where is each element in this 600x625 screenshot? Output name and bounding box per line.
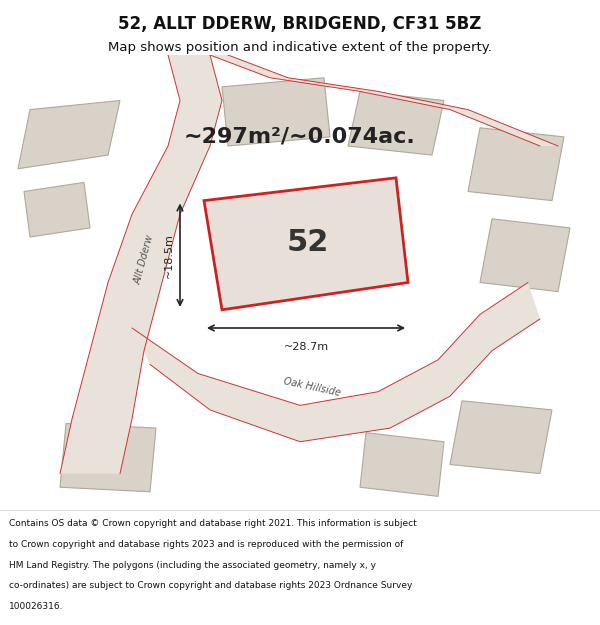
- Text: Map shows position and indicative extent of the property.: Map shows position and indicative extent…: [108, 41, 492, 54]
- Text: 52: 52: [286, 228, 329, 258]
- Text: Contains OS data © Crown copyright and database right 2021. This information is : Contains OS data © Crown copyright and d…: [9, 519, 417, 528]
- Polygon shape: [360, 432, 444, 496]
- Polygon shape: [60, 55, 222, 474]
- Text: to Crown copyright and database rights 2023 and is reproduced with the permissio: to Crown copyright and database rights 2…: [9, 540, 403, 549]
- Text: ~28.7m: ~28.7m: [283, 342, 329, 352]
- Text: Allt Dderw: Allt Dderw: [133, 234, 155, 286]
- Polygon shape: [60, 424, 156, 492]
- Polygon shape: [480, 219, 570, 292]
- Text: co-ordinates) are subject to Crown copyright and database rights 2023 Ordnance S: co-ordinates) are subject to Crown copyr…: [9, 581, 412, 590]
- Polygon shape: [24, 182, 90, 237]
- Polygon shape: [222, 78, 330, 146]
- Polygon shape: [204, 178, 408, 310]
- Polygon shape: [210, 55, 558, 146]
- Text: ~18.5m: ~18.5m: [164, 232, 174, 278]
- Polygon shape: [450, 401, 552, 474]
- Polygon shape: [468, 127, 564, 201]
- Text: 100026316.: 100026316.: [9, 602, 64, 611]
- Text: Oak Hillside: Oak Hillside: [283, 376, 341, 398]
- Text: 52, ALLT DDERW, BRIDGEND, CF31 5BZ: 52, ALLT DDERW, BRIDGEND, CF31 5BZ: [118, 16, 482, 33]
- Polygon shape: [132, 282, 540, 442]
- Polygon shape: [18, 101, 120, 169]
- Text: ~297m²/~0.074ac.: ~297m²/~0.074ac.: [184, 127, 416, 147]
- Text: HM Land Registry. The polygons (including the associated geometry, namely x, y: HM Land Registry. The polygons (includin…: [9, 561, 376, 569]
- Polygon shape: [348, 91, 444, 155]
